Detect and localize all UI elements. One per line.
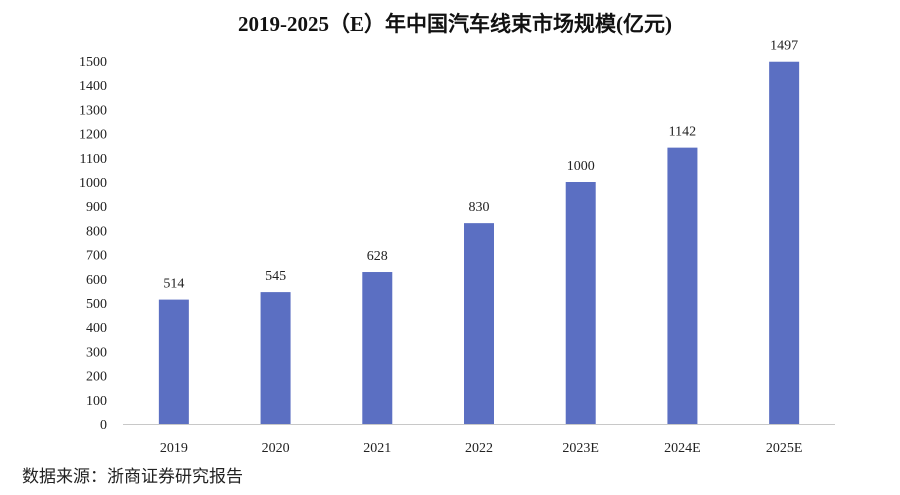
y-tick-label: 300: [86, 345, 107, 360]
x-tick-label-2021: 2021: [363, 441, 391, 456]
y-tick-label: 1300: [79, 103, 107, 118]
y-tick-label: 700: [86, 249, 107, 264]
y-tick-label: 600: [86, 273, 107, 288]
y-tick-label: 800: [86, 224, 107, 239]
x-tick-label-2024E: 2024E: [664, 441, 701, 456]
y-tick-label: 1100: [80, 152, 107, 167]
y-tick-label: 200: [86, 370, 107, 385]
data-label-2023E: 1000: [567, 159, 595, 174]
bar-2019: [158, 299, 189, 424]
x-axis: 2019 2020 2021 2022 2023E 2024E 2025E: [123, 424, 835, 456]
bar-2024E: [667, 147, 698, 425]
bar-2025E: [769, 61, 800, 424]
y-tick-label: 1500: [79, 55, 107, 70]
chart-title: 2019-2025（E）年中国汽车线束市场规模(亿元): [238, 12, 672, 36]
x-tick-label-2022: 2022: [465, 441, 493, 456]
y-axis: 0 100 200 300 400 500 600 700 800 900 1000 1100 1200…: [79, 55, 107, 433]
data-label-2019: 514: [163, 277, 184, 292]
y-tick-label: 0: [100, 418, 107, 433]
data-label-2022: 830: [469, 200, 490, 215]
data-label-2024E: 1142: [669, 125, 696, 140]
y-tick-label: 1000: [79, 176, 107, 191]
x-tick-label-2020: 2020: [262, 441, 290, 456]
bar-2021: [362, 272, 393, 424]
y-tick-label: 400: [86, 321, 107, 336]
bars: 514 545 628 830 1000 1142 1497: [158, 39, 800, 425]
y-tick-label: 100: [86, 394, 107, 409]
y-tick-label: 500: [86, 297, 107, 312]
source-note: 数据来源：浙商证券研究报告: [22, 467, 243, 487]
x-tick-label-2023E: 2023E: [562, 441, 599, 456]
bar-2020: [260, 292, 291, 424]
data-label-2021: 628: [367, 249, 388, 264]
x-tick-label-2025E: 2025E: [766, 441, 803, 456]
x-tick-label-2019: 2019: [160, 441, 188, 456]
bar-2023E: [565, 182, 596, 424]
y-tick-label: 900: [86, 200, 107, 215]
data-label-2020: 545: [265, 269, 286, 284]
y-tick-label: 1400: [79, 79, 107, 94]
data-label-2025E: 1497: [770, 39, 798, 54]
y-tick-label: 1200: [79, 128, 107, 143]
bar-2022: [464, 223, 494, 424]
